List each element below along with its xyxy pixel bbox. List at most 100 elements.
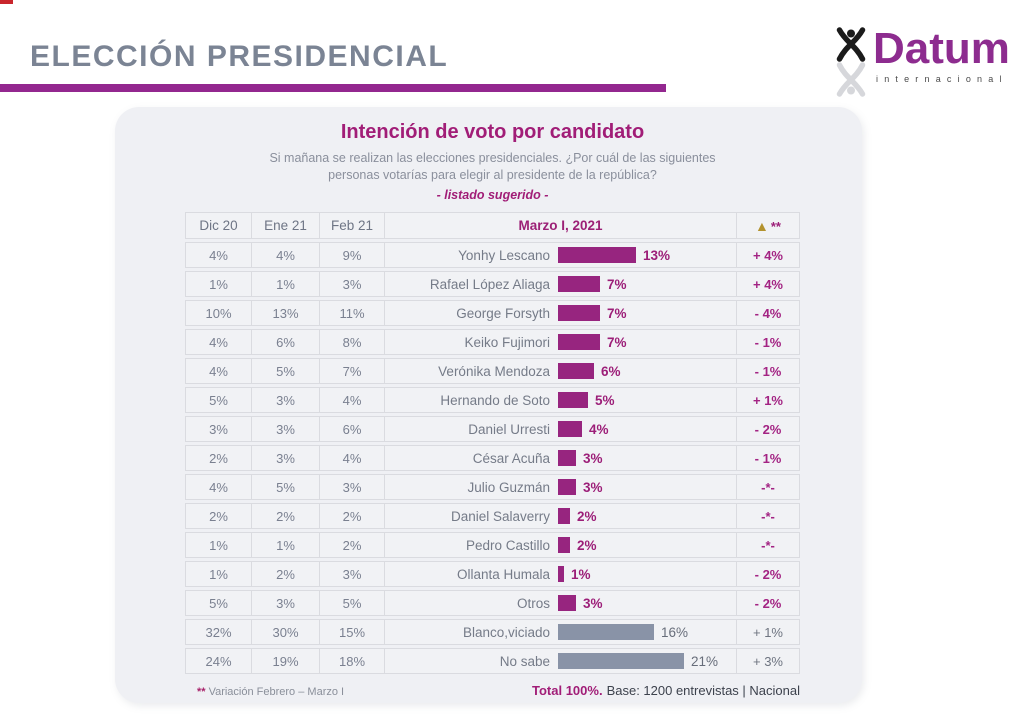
logo-subtitle: internacional [876,74,1008,84]
candidate-label: Daniel Salaverry [450,508,550,524]
vote-bar [558,537,570,553]
col-variation: ▲ ** [737,212,800,239]
marzo-bar-row: Pedro Castillo 2% [385,533,736,557]
cell-feb21: 18% [320,648,385,674]
marzo-bar-row: Daniel Salaverry 2% [385,504,736,528]
cell-marzo: César Acuña 3% [385,445,737,471]
candidate-label: César Acuña [472,450,550,466]
cell-variation: - 1% [737,358,800,384]
candidate-label: Julio Guzmán [467,479,550,495]
vote-value: 2% [577,508,597,524]
footnotes: ** Variación Febrero – Marzo I Total 100%… [185,683,800,698]
cell-variation: - 1% [737,445,800,471]
cell-marzo: Daniel Salaverry 2% [385,503,737,529]
cell-dic20: 2% [185,445,252,471]
cell-variation: - 2% [737,561,800,587]
chart-title: Intención de voto por candidato [340,121,645,143]
vote-bar [558,479,576,495]
logo-brand: Datum [873,24,1010,73]
vote-bar [558,421,582,437]
cell-ene21: 19% [252,648,320,674]
variation-footnote: ** Variación Febrero – Marzo I [185,686,344,698]
header-row: Dic 20 Ene 21 Feb 21 Marzo I, 2021 ▲ ** [185,212,800,239]
cell-variation: + 1% [737,619,800,645]
cell-feb21: 6% [320,416,385,442]
marzo-bar-row: Verónika Mendoza 6% [385,359,736,383]
cell-dic20: 10% [185,300,252,326]
cell-dic20: 3% [185,416,252,442]
poll-table: Dic 20 Ene 21 Feb 21 Marzo I, 2021 ▲ ** 4… [185,209,800,677]
candidate-label: Daniel Urresti [468,421,550,437]
cell-dic20: 4% [185,242,252,268]
page-title: ELECCIÓN PRESIDENCIAL [30,40,449,73]
cell-marzo: Pedro Castillo 2% [385,532,737,558]
cell-feb21: 2% [320,532,385,558]
cell-marzo: No sabe 21% [385,648,737,674]
table-row: 5% 3% 4% Hernando de Soto 5% + 1% [185,387,800,413]
cell-dic20: 1% [185,271,252,297]
vote-bar [558,305,600,321]
cell-marzo: Otros 3% [385,590,737,616]
chart-subtitle-line1: Si mañana se realizan las elecciones pre… [269,151,716,165]
marzo-bar-row: Blanco,viciado 16% [385,620,736,644]
footnote-text: Variación Febrero – Marzo I [208,686,345,698]
base-footnote: Total 100%. Base: 1200 entrevistas | Naci… [532,683,800,698]
table-row: 5% 3% 5% Otros 3% - 2% [185,590,800,616]
cell-feb21: 3% [320,271,385,297]
table-row: 2% 3% 4% César Acuña 3% - 1% [185,445,800,471]
marzo-bar-row: George Forsyth 7% [385,301,736,325]
col-marzo: Marzo I, 2021 [385,212,737,239]
cell-ene21: 4% [252,242,320,268]
vote-value: 3% [583,479,603,495]
cell-variation: + 1% [737,387,800,413]
vote-bar [558,363,594,379]
cell-feb21: 5% [320,590,385,616]
cell-marzo: Daniel Urresti 4% [385,416,737,442]
marzo-bar-row: Yonhy Lescano 13% [385,243,736,267]
marzo-bar-row: No sabe 21% [385,649,736,673]
cell-variation: - 1% [737,329,800,355]
cell-marzo: Keiko Fujimori 7% [385,329,737,355]
cell-dic20: 24% [185,648,252,674]
table-row: 24% 19% 18% No sabe 21% + 3% [185,648,800,674]
cell-dic20: 32% [185,619,252,645]
cell-dic20: 4% [185,474,252,500]
vote-value: 21% [691,653,719,669]
candidate-label: Blanco,viciado [462,624,550,640]
col-ene21: Ene 21 [252,212,320,239]
title-underline [0,84,666,92]
vote-value: 7% [607,305,627,321]
candidate-label: Otros [516,595,550,611]
cell-feb21: 8% [320,329,385,355]
vote-bar [558,624,654,640]
total-label: Total 100%. [532,683,603,698]
cell-marzo: Ollanta Humala 1% [385,561,737,587]
poll-table-body: 4% 4% 9% Yonhy Lescano 13% + 4% 1% 1% 3% Rafael L… [185,242,800,674]
table-row: 3% 3% 6% Daniel Urresti 4% - 2% [185,416,800,442]
marzo-bar-row: Daniel Urresti 4% [385,417,736,441]
cell-ene21: 2% [252,561,320,587]
cell-feb21: 3% [320,561,385,587]
table-row: 1% 1% 3% Rafael López Aliaga 7% + 4% [185,271,800,297]
table-row: 4% 5% 7% Verónika Mendoza 6% - 1% [185,358,800,384]
cell-variation: - 2% [737,590,800,616]
cell-dic20: 5% [185,590,252,616]
col-dic20: Dic 20 [185,212,252,239]
candidate-label: Yonhy Lescano [458,247,550,263]
cell-variation: -*- [737,503,800,529]
candidate-label: Verónika Mendoza [438,363,550,379]
candidate-label: Rafael López Aliaga [429,276,550,292]
vote-value: 4% [589,421,609,437]
table-row: 4% 6% 8% Keiko Fujimori 7% - 1% [185,329,800,355]
cell-dic20: 2% [185,503,252,529]
corner-mark [0,0,13,4]
cell-ene21: 1% [252,271,320,297]
cell-feb21: 9% [320,242,385,268]
cell-ene21: 5% [252,358,320,384]
cell-marzo: Yonhy Lescano 13% [385,242,737,268]
candidate-label: Hernando de Soto [440,392,550,408]
cell-ene21: 1% [252,532,320,558]
chart-note: - listado sugerido - [436,188,549,202]
cell-ene21: 30% [252,619,320,645]
vote-bar [558,276,600,292]
